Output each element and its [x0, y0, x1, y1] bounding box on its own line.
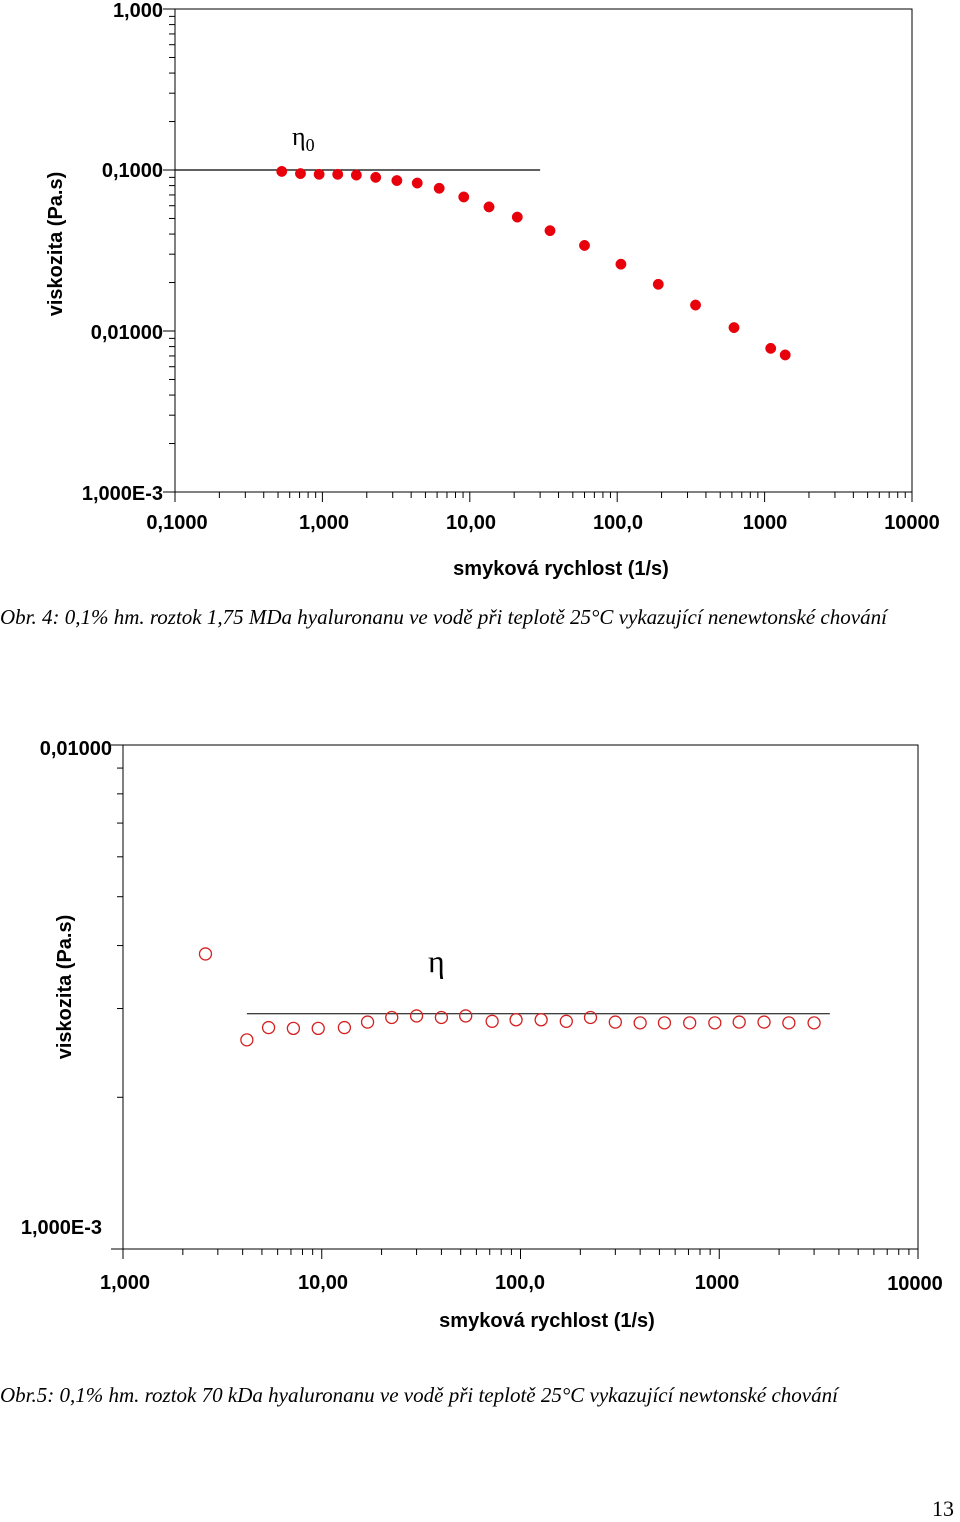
data-point — [728, 322, 740, 334]
data-point — [511, 211, 523, 223]
page-number: 13 — [932, 1496, 954, 1521]
data-point — [311, 1021, 325, 1036]
x-tick-label: 10000 — [887, 1273, 943, 1295]
data-point — [485, 1014, 499, 1028]
figure-caption-5: Obr.5: 0,1% hm. roztok 70 kDa hyaluronan… — [0, 1383, 838, 1407]
y-tick-label: 0,01000 — [40, 738, 112, 760]
data-point — [459, 1009, 473, 1023]
data-point — [708, 1016, 722, 1030]
chart-newtonian: η 0,01000 1,000E-3 1,000 10,00 100,0 100… — [21, 738, 943, 1332]
eta0-annotation: η0 — [292, 122, 315, 155]
data-point — [657, 1016, 672, 1030]
data-point — [652, 278, 664, 290]
y-tick-label: 1,000E-3 — [21, 1217, 102, 1239]
data-point — [559, 1014, 573, 1028]
chart-non-newtonian: η0 1,000 0,1000 0,01000 1,000E-3 0,1000 … — [45, 0, 940, 580]
data-point — [295, 168, 306, 180]
data-point — [350, 169, 362, 181]
data-point — [615, 258, 627, 270]
data-point — [313, 168, 325, 180]
data-point — [411, 177, 423, 189]
data-point — [198, 947, 213, 961]
data-point — [765, 342, 777, 354]
figure-caption-4: Obr. 4: 0,1% hm. roztok 1,75 MDa hyaluro… — [0, 605, 887, 629]
data-point — [779, 349, 791, 361]
data-point — [286, 1021, 301, 1036]
data-point — [807, 1016, 821, 1030]
data-point — [579, 239, 590, 251]
data-point — [690, 299, 701, 311]
data-point — [458, 191, 470, 203]
data-point — [409, 1009, 424, 1023]
x-tick-label: 1000 — [695, 1272, 740, 1294]
x-axis-label: smyková rychlost (1/s) — [439, 1310, 655, 1332]
x-tick-label: 100,0 — [495, 1272, 545, 1294]
data-point — [782, 1016, 796, 1030]
x-tick-label: 10,00 — [298, 1272, 348, 1294]
y-tick-label: 1,000E-3 — [82, 483, 163, 505]
data-point — [534, 1013, 548, 1027]
eta-annotation: η — [428, 943, 445, 979]
data-point — [683, 1016, 697, 1030]
data-point — [434, 1010, 449, 1025]
plot-frame — [174, 8, 913, 493]
data-point — [391, 175, 403, 186]
data-point — [332, 168, 344, 180]
data-point — [483, 201, 495, 213]
data-point — [385, 1010, 399, 1025]
data-point — [608, 1015, 622, 1029]
data-point — [360, 1015, 375, 1029]
x-tick-label: 1,000 — [100, 1272, 150, 1294]
y-axis-label: viskozita (Pa.s) — [54, 915, 76, 1060]
y-tick-label: 1,000 — [113, 0, 163, 22]
data-point — [370, 171, 382, 183]
data-point — [544, 225, 556, 237]
x-tick-label: 10000 — [884, 512, 940, 534]
y-tick-label: 0,1000 — [102, 160, 163, 182]
plot-frame — [122, 744, 919, 1250]
data-point — [276, 165, 288, 177]
x-tick-label: 0,1000 — [146, 512, 207, 534]
y-tick-label: 0,01000 — [91, 322, 163, 344]
data-point — [732, 1015, 746, 1029]
data-point — [633, 1016, 647, 1030]
data-point — [261, 1020, 276, 1035]
data-point — [509, 1013, 523, 1027]
x-tick-label: 1000 — [743, 512, 788, 534]
data-point — [433, 182, 445, 194]
data-point — [337, 1020, 352, 1035]
x-tick-label: 1,000 — [299, 512, 349, 534]
data-point — [583, 1010, 598, 1025]
x-tick-label: 10,00 — [446, 512, 496, 534]
data-point — [757, 1015, 771, 1029]
data-point — [240, 1033, 254, 1047]
y-axis-label: viskozita (Pa.s) — [45, 172, 67, 317]
x-tick-label: 100,0 — [593, 512, 643, 534]
x-axis-label: smyková rychlost (1/s) — [453, 558, 669, 580]
